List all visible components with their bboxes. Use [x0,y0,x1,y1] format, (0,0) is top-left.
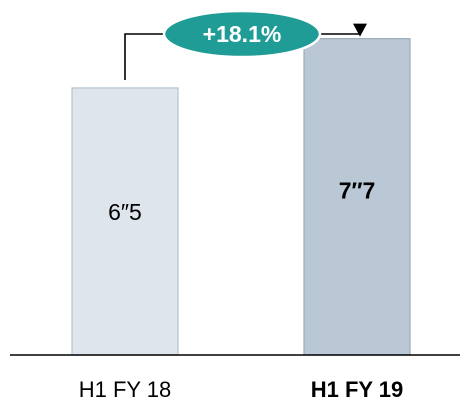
x-tick-label: H1 FY 19 [311,377,404,402]
growth-badge-label: +18.1% [203,21,282,47]
arrowhead-icon [353,23,367,37]
bar-2 [303,38,411,356]
growth-badge [162,9,322,59]
bar-value-label: 7″​7 [339,178,376,204]
bar-value-label: 6″​5 [108,199,142,225]
bar-1 [71,87,179,356]
x-tick-label: H1 FY 18 [79,377,172,402]
